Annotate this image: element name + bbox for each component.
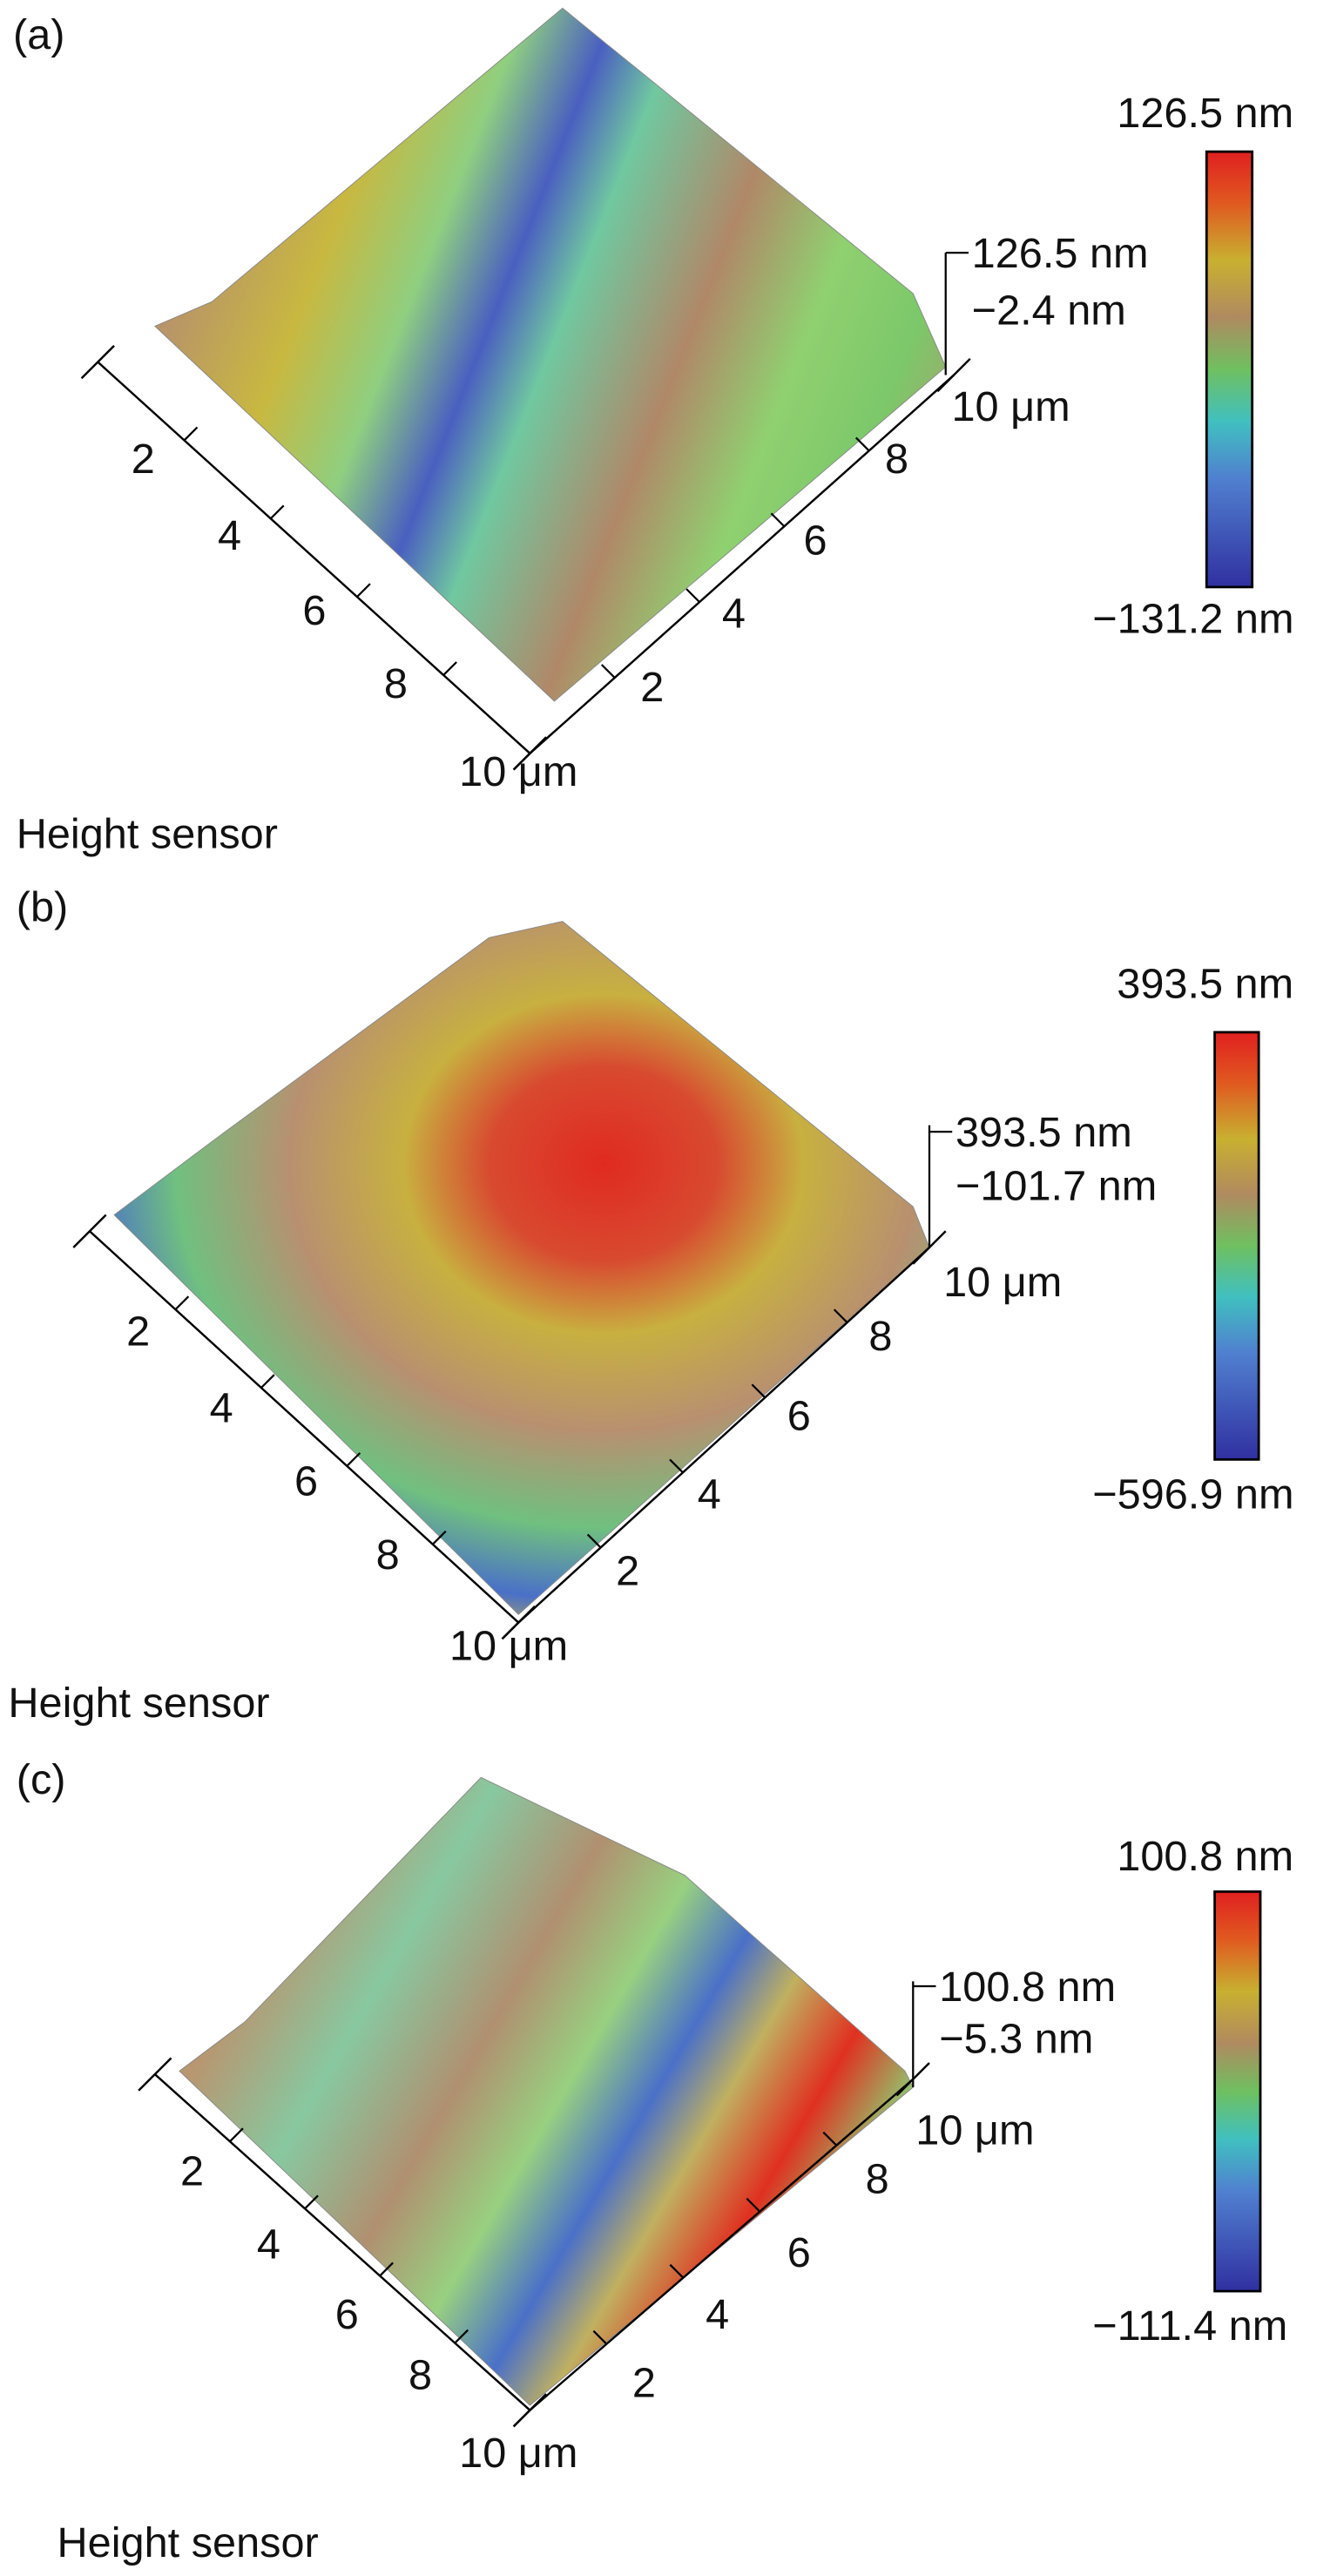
- z-top-label: 393.5 nm: [955, 1109, 1132, 1156]
- right-tick-label: 4: [706, 2291, 729, 2338]
- tick-mark: [442, 661, 457, 676]
- tick-mark: [454, 2329, 469, 2344]
- right-tick-label: 4: [722, 591, 746, 638]
- tick-mark: [770, 512, 786, 528]
- z-top-label: 126.5 nm: [972, 230, 1149, 277]
- axis-line: [97, 361, 531, 754]
- panel-label: (b): [17, 884, 68, 931]
- caption: Height sensor: [8, 1680, 269, 1727]
- surface: [179, 1776, 914, 2406]
- tick-mark: [669, 1458, 684, 1474]
- right-tick-label: 6: [787, 2229, 811, 2276]
- axis-end-mark: [501, 1615, 526, 1640]
- z-top-label: 100.8 nm: [939, 1964, 1116, 2011]
- right-tick-label: 2: [640, 664, 664, 711]
- colorbar: [1213, 1890, 1262, 2293]
- right-tick-label: 4: [698, 1471, 721, 1518]
- axis-line: [154, 2073, 531, 2411]
- axis-line: [89, 1230, 520, 1624]
- tick-mark: [746, 2197, 761, 2213]
- tick-mark: [586, 1533, 602, 1549]
- left-tick-label: 4: [210, 1384, 233, 1431]
- tick-mark: [432, 1530, 447, 1545]
- left-tick-label: 8: [384, 660, 408, 707]
- tick-mark: [356, 583, 371, 598]
- tick-mark: [822, 2131, 838, 2147]
- tick-mark: [304, 2194, 319, 2210]
- right-tick-label: 10 μm: [943, 1259, 1062, 1306]
- colorbar-min: −596.9 nm: [1092, 1471, 1293, 1518]
- axis-line: [529, 2078, 915, 2411]
- left-tick-label: 2: [126, 1308, 150, 1355]
- left-tick-label: 6: [302, 587, 326, 634]
- right-tick-label: 2: [632, 2360, 656, 2407]
- surface: [113, 921, 930, 1615]
- right-tick-label: 8: [885, 436, 908, 483]
- tick-mark: [260, 1374, 275, 1389]
- tick-mark: [379, 2262, 394, 2277]
- left-tick-label: 10 μm: [459, 2430, 577, 2477]
- caption: Height sensor: [17, 810, 278, 857]
- z-mid-label: −101.7 nm: [955, 1163, 1157, 1210]
- tick-mark: [833, 1308, 848, 1323]
- left-tick-label: 10 μm: [449, 1623, 568, 1670]
- colorbar-min: −131.2 nm: [1092, 595, 1293, 642]
- tick-mark: [751, 1383, 766, 1399]
- tick-mark: [183, 426, 199, 442]
- left-tick-label: 6: [294, 1458, 318, 1505]
- z-mid-label: −5.3 nm: [939, 2016, 1093, 2063]
- right-tick-label: 8: [866, 2156, 889, 2203]
- left-tick-label: 6: [335, 2291, 359, 2338]
- left-tick-label: 10 μm: [459, 748, 577, 795]
- axis-end-mark: [80, 344, 115, 380]
- left-tick-label: 8: [409, 2351, 432, 2398]
- right-tick-label: 6: [803, 517, 827, 564]
- panel-label: (c): [17, 1756, 66, 1803]
- axis-line: [529, 374, 955, 754]
- caption: Height sensor: [57, 2519, 319, 2566]
- panel-label: (a): [13, 11, 64, 58]
- colorbar-max: 126.5 nm: [1117, 90, 1293, 137]
- tick-mark: [269, 504, 285, 520]
- tick-mark: [592, 2329, 608, 2345]
- tick-mark: [854, 436, 870, 452]
- right-tick-label: 8: [868, 1313, 892, 1360]
- colorbar-min: −111.4 nm: [1092, 2302, 1287, 2350]
- left-tick-label: 2: [132, 436, 155, 483]
- tick-mark: [600, 664, 616, 679]
- right-tick-label: 10 μm: [915, 2107, 1034, 2154]
- axis-end-mark: [138, 2057, 172, 2092]
- tick-mark: [346, 1452, 361, 1467]
- left-tick-label: 2: [180, 2147, 204, 2194]
- z-mid-label: −2.4 nm: [972, 287, 1126, 335]
- left-tick-label: 8: [376, 1531, 400, 1579]
- colorbar: [1205, 150, 1254, 589]
- tick-mark: [669, 2263, 685, 2279]
- axis-end-mark: [936, 357, 971, 393]
- tick-mark: [685, 588, 700, 603]
- tick-mark: [229, 2127, 244, 2142]
- axis-end-mark: [512, 746, 537, 771]
- surface: [154, 7, 947, 702]
- axis-line: [517, 1247, 930, 1624]
- right-tick-label: 10 μm: [951, 383, 1070, 430]
- axis-end-mark: [512, 2403, 537, 2428]
- colorbar-max: 393.5 nm: [1117, 961, 1293, 1008]
- colorbar: [1213, 1031, 1260, 1461]
- colorbar-max: 100.8 nm: [1117, 1833, 1293, 1880]
- left-tick-label: 4: [218, 512, 241, 559]
- right-tick-label: 6: [787, 1393, 811, 1440]
- left-tick-label: 4: [257, 2221, 280, 2268]
- tick-mark: [174, 1295, 190, 1310]
- right-tick-label: 2: [616, 1547, 639, 1594]
- axis-end-mark: [72, 1214, 107, 1248]
